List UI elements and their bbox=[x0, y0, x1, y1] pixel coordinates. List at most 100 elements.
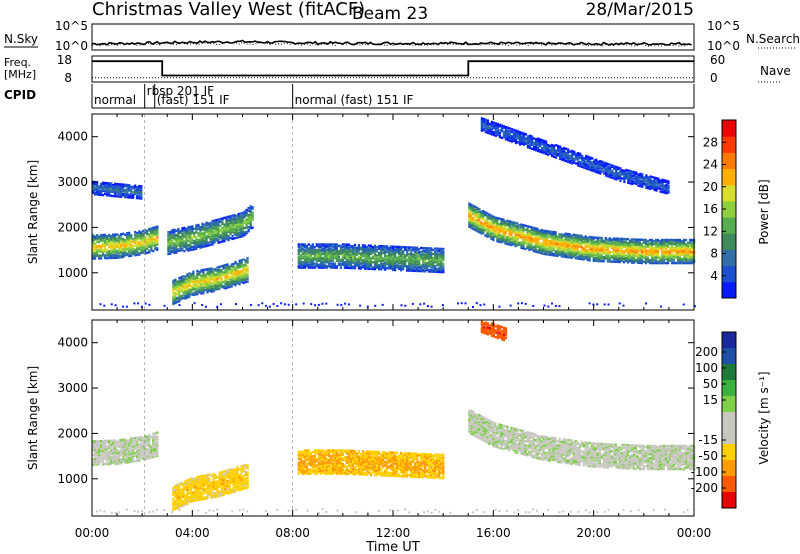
range-gate-cell bbox=[547, 149, 550, 152]
range-gate-cell bbox=[98, 186, 101, 190]
range-gate-cell bbox=[617, 172, 620, 175]
range-gate-cell bbox=[676, 257, 680, 261]
range-gate-cell bbox=[691, 256, 694, 259]
range-gate-cell bbox=[365, 249, 369, 253]
range-gate-cell bbox=[552, 233, 555, 236]
range-gate-cell bbox=[498, 229, 501, 233]
range-gate-cell bbox=[357, 252, 361, 255]
range-gate-cell bbox=[606, 254, 609, 258]
range-gate-cell bbox=[92, 191, 95, 194]
range-gate-cell bbox=[482, 226, 485, 229]
range-gate-cell bbox=[311, 256, 314, 260]
range-gate-cell bbox=[587, 157, 590, 160]
range-gate-cell bbox=[110, 252, 113, 255]
range-gate-cell bbox=[490, 229, 493, 232]
range-gate-cell bbox=[689, 257, 692, 261]
range-gate-cell bbox=[636, 239, 639, 243]
range-gate-cell bbox=[432, 262, 435, 265]
range-gate-cell bbox=[593, 167, 596, 170]
range-gate-cell bbox=[530, 231, 533, 234]
range-gate-cell bbox=[514, 133, 518, 136]
range-gate-cell bbox=[476, 210, 479, 214]
range-gate-cell bbox=[592, 236, 595, 239]
range-gate-cell bbox=[355, 258, 359, 262]
range-gate-cell bbox=[172, 295, 175, 299]
range-gate-cell bbox=[644, 249, 647, 253]
range-gate-cell bbox=[598, 258, 601, 261]
range-gate-cell bbox=[614, 259, 617, 262]
range-gate-cell bbox=[594, 246, 597, 249]
range-gate-cell bbox=[484, 226, 487, 229]
range-gate-cell bbox=[514, 238, 517, 241]
range-gate-cell bbox=[494, 230, 497, 233]
range-gate-cell bbox=[124, 190, 127, 193]
range-gate-cell bbox=[394, 249, 397, 253]
range-gate-cell bbox=[474, 213, 477, 217]
range-gate-cell bbox=[585, 154, 588, 158]
range-gate-cell bbox=[92, 239, 95, 243]
range-gate-cell bbox=[650, 255, 654, 258]
range-gate-cell bbox=[478, 214, 481, 218]
range-gate-cell bbox=[638, 241, 641, 244]
range-gate-cell bbox=[428, 264, 431, 268]
range-gate-cell bbox=[494, 221, 497, 225]
range-gate-cell bbox=[520, 243, 523, 247]
range-gate-cell bbox=[520, 246, 523, 249]
range-gate-cell bbox=[574, 257, 577, 260]
range-gate-cell bbox=[198, 270, 201, 274]
range-gate-cell bbox=[319, 244, 322, 248]
range-gate-cell bbox=[406, 254, 409, 257]
range-gate-cell bbox=[658, 241, 662, 244]
range-gate-cell bbox=[562, 251, 565, 254]
range-gate-cell bbox=[566, 239, 569, 242]
range-gate-cell bbox=[526, 246, 529, 250]
range-gate-cell bbox=[192, 278, 195, 282]
range-gate-cell bbox=[560, 245, 563, 248]
range-gate-cell bbox=[229, 217, 232, 221]
range-gate-cell bbox=[612, 257, 615, 261]
range-gate-cell bbox=[215, 238, 218, 241]
range-gate-cell bbox=[321, 250, 324, 253]
range-gate-cell bbox=[630, 238, 633, 241]
range-gate-cell bbox=[632, 242, 635, 245]
range-gate-cell bbox=[670, 245, 674, 248]
range-gate-cell bbox=[331, 255, 334, 258]
range-gate-cell bbox=[199, 245, 202, 248]
range-gate-cell bbox=[142, 235, 145, 238]
range-gate-cell bbox=[486, 131, 489, 134]
range-gate-cell bbox=[211, 235, 214, 238]
range-gate-cell bbox=[681, 242, 684, 246]
range-gate-cell bbox=[610, 256, 613, 259]
range-gate-cell bbox=[114, 194, 117, 198]
range-gate-cell bbox=[526, 240, 529, 243]
range-gate-cell bbox=[114, 256, 117, 259]
range-gate-cell bbox=[574, 253, 577, 256]
range-gate-cell bbox=[629, 179, 632, 182]
range-gate-cell bbox=[678, 251, 682, 254]
range-gate-cell bbox=[190, 287, 193, 291]
range-gate-cell bbox=[152, 236, 155, 239]
range-gate-cell bbox=[180, 276, 183, 279]
range-gate-cell bbox=[636, 241, 639, 244]
range-gate-cell bbox=[628, 250, 631, 253]
range-gate-cell bbox=[504, 127, 508, 130]
range-gate-cell bbox=[555, 149, 558, 152]
range-gate-cell bbox=[118, 242, 121, 246]
range-gate-cell bbox=[394, 264, 397, 268]
range-gate-cell bbox=[171, 230, 174, 233]
range-gate-cell bbox=[193, 248, 196, 251]
range-gate-cell bbox=[668, 251, 672, 254]
range-gate-cell bbox=[689, 246, 692, 250]
range-gate-cell bbox=[674, 240, 678, 243]
range-gate-cell bbox=[112, 194, 115, 198]
range-gate-cell bbox=[301, 248, 304, 252]
range-gate-cell bbox=[603, 165, 606, 168]
range-gate-cell bbox=[549, 152, 552, 156]
range-gate-cell bbox=[582, 255, 585, 258]
range-gate-cell bbox=[234, 278, 237, 281]
range-gate-cell bbox=[172, 279, 175, 282]
range-gate-cell bbox=[492, 236, 495, 239]
range-gate-cell bbox=[108, 182, 111, 185]
range-gate-cell bbox=[116, 240, 119, 243]
range-gate-cell bbox=[533, 148, 536, 151]
